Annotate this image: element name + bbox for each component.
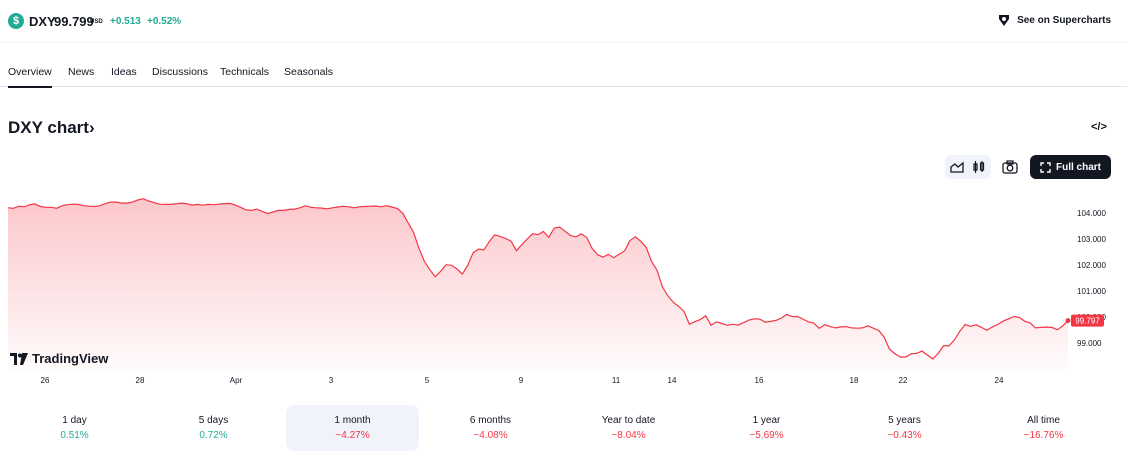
code-icon[interactable]: </>	[1091, 121, 1107, 133]
period-5-years[interactable]: 5 years −0.43%	[838, 405, 971, 451]
period-label: Year to date	[601, 415, 656, 426]
candlestick-icon[interactable]	[972, 160, 986, 174]
tab-seasonals[interactable]: Seasonals	[284, 66, 334, 78]
period-1-year[interactable]: 1 year −5.69%	[700, 405, 833, 451]
period-label: 1 year	[752, 415, 781, 426]
period-5-days[interactable]: 5 days 0.72%	[147, 405, 280, 451]
y-tick-label: 99.000	[1077, 339, 1102, 348]
y-tick-label: 102.000	[1077, 261, 1106, 270]
period-selector: 1 day 0.51% 5 days 0.72% 1 month −4.27% …	[8, 405, 1119, 451]
x-tick-label: 24	[995, 376, 1004, 385]
last-price-label: 99.797	[1075, 317, 1100, 326]
x-tick-label: 5	[425, 376, 430, 385]
supercharts-icon	[999, 15, 1010, 26]
period-label: 6 months	[469, 415, 512, 426]
period-all-time[interactable]: All time −16.76%	[977, 405, 1110, 451]
last-price-marker	[1065, 318, 1071, 324]
tradingview-logo-text: TradingView	[32, 351, 109, 366]
tradingview-logo: TradingView	[10, 351, 108, 366]
y-tick-label: 103.000	[1077, 235, 1106, 244]
supercharts-button[interactable]: See on Supercharts	[997, 13, 1111, 27]
x-tick-label: 22	[899, 376, 908, 385]
tab-discussions[interactable]: Discussions	[152, 66, 209, 78]
period-label: 1 day	[62, 415, 87, 426]
period-1-month[interactable]: 1 month −4.27%	[286, 405, 419, 451]
x-tick-label: 16	[755, 376, 764, 385]
tab-overview[interactable]: Overview	[8, 66, 52, 88]
period-year-to-date[interactable]: Year to date −8.04%	[562, 405, 695, 451]
period-change: −4.08%	[473, 430, 508, 441]
dollar-icon: $	[8, 13, 24, 29]
y-tick-label: 101.000	[1077, 287, 1106, 296]
period-label: 1 month	[334, 415, 371, 426]
period-change: 0.51%	[60, 430, 89, 441]
area-chart-icon[interactable]	[950, 160, 964, 174]
period-change: −16.76%	[1023, 430, 1064, 441]
x-tick-label: 28	[136, 376, 145, 385]
symbol-header: $ DXY 99.799 USD +0.513 +0.52% See on Su…	[0, 0, 1127, 43]
period-change: −4.27%	[335, 430, 370, 441]
price-chart[interactable]: 104.000103.000102.000101.000100.00099.00…	[0, 180, 1127, 390]
y-tick-label: 104.000	[1077, 209, 1106, 218]
period-6-months[interactable]: 6 months −4.08%	[424, 405, 557, 451]
period-label: 5 days	[198, 415, 229, 426]
period-label: All time	[1027, 415, 1060, 426]
full-chart-button[interactable]: Full chart	[1030, 155, 1111, 179]
chart-title-link[interactable]: DXY chart›	[8, 118, 95, 137]
x-tick-label: Apr	[230, 376, 243, 385]
full-chart-label: Full chart	[1055, 161, 1101, 173]
x-tick-label: 11	[612, 376, 621, 385]
x-tick-label: 14	[668, 376, 677, 385]
symbol-name[interactable]: DXY	[29, 14, 56, 29]
period-change: −5.69%	[749, 430, 784, 441]
tab-bar: Overview News Ideas Discussions Technica…	[0, 44, 1127, 88]
symbol-currency: USD	[90, 19, 103, 25]
supercharts-label: See on Supercharts	[1017, 14, 1111, 26]
tab-technicals[interactable]: Technicals	[220, 66, 270, 78]
price-change-percent: +0.52%	[147, 16, 182, 27]
price-line	[7, 198, 1069, 360]
price-area-fill	[8, 198, 1068, 370]
tab-ideas[interactable]: Ideas	[111, 66, 137, 78]
period-change: −0.43%	[887, 430, 922, 441]
price-change: +0.513	[110, 16, 141, 27]
x-tick-label: 9	[519, 376, 524, 385]
period-label: 5 years	[888, 415, 921, 426]
symbol-price: 99.799	[54, 14, 94, 29]
period-change: 0.72%	[199, 430, 228, 441]
expand-icon	[1040, 161, 1051, 173]
period-change: −8.04%	[611, 430, 646, 441]
last-price-badge	[1071, 314, 1104, 327]
chart-style-toggle	[945, 155, 991, 179]
x-tick-label: 18	[850, 376, 859, 385]
x-tick-label: 3	[329, 376, 334, 385]
camera-icon[interactable]	[1002, 160, 1018, 174]
period-1-day[interactable]: 1 day 0.51%	[8, 405, 141, 451]
x-tick-label: 26	[41, 376, 50, 385]
tab-news[interactable]: News	[68, 66, 95, 78]
tradingview-logo-icon	[10, 352, 28, 365]
